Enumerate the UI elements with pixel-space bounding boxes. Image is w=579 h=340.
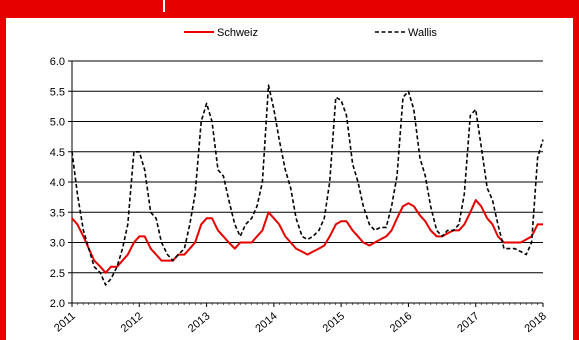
y-tick-label-5: 4.5 <box>50 147 65 159</box>
series-line-schweiz <box>71 199 543 274</box>
chart-panel: 2.0 2.5 3.0 3.5 4.0 4.5 5.0 5.5 6.0 2011 2012 2013… <box>6 18 573 340</box>
y-tick-label-3: 3.5 <box>50 207 65 219</box>
gridlines <box>72 60 543 304</box>
y-tick-label-0: 2.0 <box>50 298 65 310</box>
x-tick-label-4: 2015 <box>321 310 347 335</box>
y-tick-label-6: 5.0 <box>50 117 65 129</box>
legend: Schweiz Wallis <box>184 27 437 39</box>
line-chart: 2.0 2.5 3.0 3.5 4.0 4.5 5.0 5.5 6.0 2011 2012 2013… <box>50 27 549 335</box>
x-tick-label-7: 2018 <box>522 310 548 335</box>
x-tick-label-3: 2014 <box>253 310 279 335</box>
series-lines <box>71 84 544 286</box>
axes <box>68 60 544 307</box>
header-bar <box>0 0 579 18</box>
y-tick-label-7: 5.5 <box>50 86 65 98</box>
x-tick-label-2: 2013 <box>186 310 212 335</box>
y-tick-label-1: 2.5 <box>50 268 65 280</box>
x-tick-label-1: 2012 <box>119 310 145 335</box>
x-tick-label-0: 2011 <box>52 310 78 334</box>
y-tick-label-2: 3.0 <box>50 238 65 250</box>
legend-label-wallis: Wallis <box>408 27 437 39</box>
x-tick-labels: 2011 2012 2013 2014 2015 2016 2017 2018 <box>52 310 549 335</box>
series-line-wallis <box>71 84 544 286</box>
y-tick-label-4: 4.0 <box>50 177 65 189</box>
x-tick-label-5: 2016 <box>388 310 414 335</box>
y-tick-label-8: 6.0 <box>50 56 65 68</box>
x-tick-label-6: 2017 <box>455 310 481 335</box>
legend-label-schweiz: Schweiz <box>217 27 258 39</box>
y-tick-labels: 2.0 2.5 3.0 3.5 4.0 4.5 5.0 5.5 6.0 <box>50 56 65 310</box>
header-divider <box>163 0 165 12</box>
